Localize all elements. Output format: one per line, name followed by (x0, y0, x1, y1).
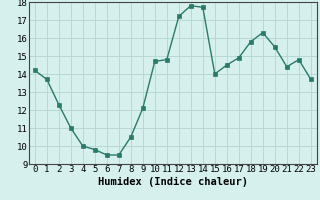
X-axis label: Humidex (Indice chaleur): Humidex (Indice chaleur) (98, 177, 248, 187)
